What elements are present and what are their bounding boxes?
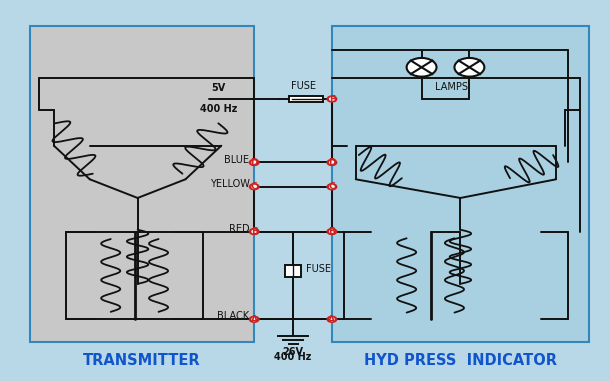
Text: YELLOW: YELLOW: [209, 179, 249, 189]
Text: E: E: [329, 94, 335, 104]
Bar: [30, 26, 254, 342]
Circle shape: [249, 160, 259, 165]
Text: 400 Hz: 400 Hz: [274, 352, 312, 362]
Text: HYD PRESS  INDICATOR: HYD PRESS INDICATOR: [364, 353, 557, 368]
Text: A: A: [251, 315, 257, 324]
Circle shape: [330, 230, 334, 233]
Text: 400 Hz: 400 Hz: [199, 104, 237, 114]
Text: 26V: 26V: [282, 347, 304, 357]
Circle shape: [327, 96, 337, 102]
Text: A: A: [328, 315, 336, 324]
Text: BLACK: BLACK: [217, 311, 249, 321]
Circle shape: [330, 318, 334, 321]
Text: C: C: [329, 182, 336, 191]
Circle shape: [252, 318, 256, 321]
Circle shape: [327, 316, 337, 322]
Circle shape: [249, 316, 259, 322]
Bar: [285, 265, 301, 277]
Circle shape: [327, 160, 337, 165]
Circle shape: [252, 161, 256, 164]
Circle shape: [407, 58, 437, 77]
Circle shape: [327, 229, 337, 235]
Circle shape: [249, 184, 259, 190]
Text: B: B: [328, 227, 336, 236]
Bar: [332, 26, 589, 342]
Text: BLUE: BLUE: [224, 155, 249, 165]
Text: TRANSMITTER: TRANSMITTER: [84, 353, 201, 368]
Text: 5V: 5V: [211, 83, 226, 93]
Text: FUSE: FUSE: [306, 264, 331, 274]
Circle shape: [249, 229, 259, 235]
Bar: [290, 96, 323, 102]
Text: FUSE: FUSE: [291, 81, 316, 91]
Circle shape: [330, 186, 334, 188]
Circle shape: [252, 230, 256, 233]
Text: RED: RED: [229, 224, 249, 234]
Circle shape: [454, 58, 484, 77]
Circle shape: [330, 161, 334, 164]
Text: C: C: [251, 182, 257, 191]
Text: LAMPS: LAMPS: [435, 82, 468, 92]
Text: D: D: [328, 158, 336, 167]
Circle shape: [330, 98, 334, 100]
Circle shape: [327, 184, 337, 190]
Circle shape: [252, 186, 256, 188]
Text: B: B: [251, 227, 257, 236]
Text: D: D: [251, 158, 258, 167]
